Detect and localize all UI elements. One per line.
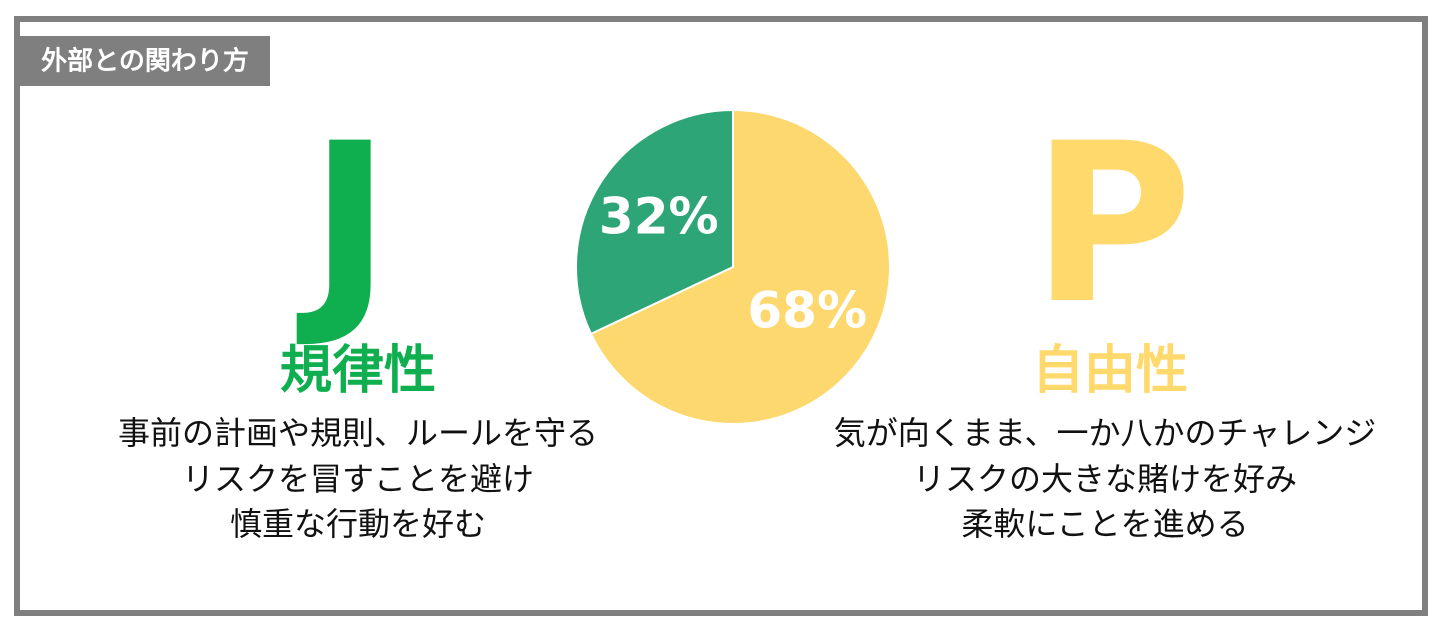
left-line: 事前の計画や規則、ルールを守る	[118, 414, 598, 452]
right-line: 柔軟にことを進める	[961, 505, 1248, 543]
right-title: 自由性	[1032, 341, 1188, 401]
right-letter: P	[1031, 96, 1192, 352]
section-label-box	[20, 36, 270, 86]
right-line: リスクの大きな賭けを好み	[913, 460, 1297, 498]
left-line: リスクを冒すことを避け	[182, 460, 534, 498]
left-line: 慎重な行動を好む	[230, 505, 486, 543]
value-label: 32%	[599, 187, 719, 245]
pie-slice	[589, 108, 891, 425]
left-title: 規律性	[280, 341, 436, 401]
left-letter: J	[296, 96, 391, 352]
right-line: 気が向くまま、一か八かのチャレンジ	[834, 414, 1376, 452]
section-label: 外部との関わり方	[41, 46, 249, 77]
pie-slice	[575, 108, 734, 336]
value-label: 68%	[747, 282, 867, 340]
pie-chart: 68% 32%	[575, 108, 891, 425]
